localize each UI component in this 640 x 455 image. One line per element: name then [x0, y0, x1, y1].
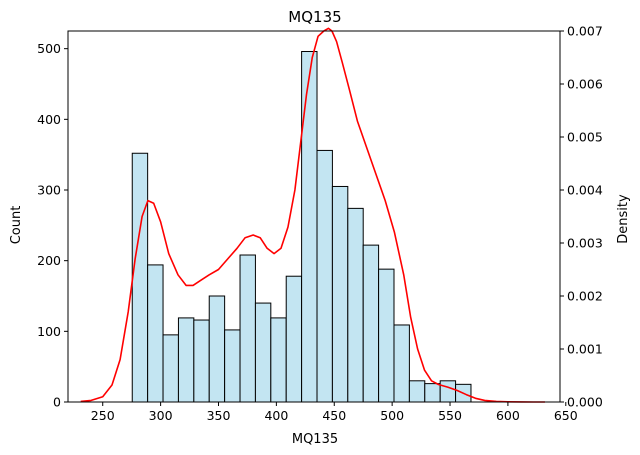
y-tick-label-3: 300	[37, 183, 61, 198]
y-tick-label-1: 100	[37, 324, 61, 339]
y2-tick-label-1: 0.001	[567, 342, 603, 357]
histogram-bar-5	[208, 295, 226, 403]
x-tick-label-7: 600	[496, 408, 520, 423]
x-tick-label-1: 300	[149, 408, 173, 423]
histogram-bar-0	[131, 152, 149, 403]
histogram-bar-14	[347, 207, 364, 403]
histogram-bar-13	[331, 185, 349, 403]
y2-tick-label-4: 0.004	[567, 183, 603, 198]
x-tick-label-2: 350	[207, 408, 231, 423]
histogram-bar-18	[408, 380, 426, 403]
axes-group: 250 300 350 400 450 500 550 600 650 0 100 200 300 400…	[37, 24, 603, 424]
x-tick-label-8: 650	[554, 408, 578, 423]
y2-tick-label-6: 0.006	[567, 77, 603, 92]
histogram-bar-9	[270, 317, 287, 403]
y-axis-title: Count	[9, 206, 24, 245]
y-tick-label-5: 500	[37, 41, 61, 56]
x-tick-label-3: 400	[264, 408, 288, 423]
y2-tick-label-3: 0.003	[567, 236, 603, 251]
histogram-bar-17	[393, 324, 410, 403]
histogram-bar-1	[147, 264, 164, 403]
histogram-bar-8	[254, 302, 272, 403]
plot-frame	[67, 30, 561, 403]
histogram-bar-4	[193, 319, 210, 403]
y2-tick-label-5: 0.005	[567, 130, 603, 145]
histogram-bar-15	[362, 244, 380, 403]
histogram-bar-6	[224, 329, 241, 403]
histogram-bar-2	[162, 334, 179, 403]
kde-group	[80, 27, 545, 403]
bars-group	[131, 50, 472, 403]
histogram-bar-10	[285, 275, 303, 403]
histogram-bar-11	[301, 50, 318, 403]
x-axis-title: MQ135	[292, 432, 338, 447]
histogram-bar-19	[424, 383, 441, 403]
x-tick-label-0: 250	[91, 408, 115, 423]
y-tick-label-2: 200	[37, 253, 61, 268]
x-tick-label-4: 450	[322, 408, 346, 423]
chart-title: MQ135	[288, 8, 341, 26]
x-tick-label-5: 500	[380, 408, 404, 423]
y-tick-label-0: 0	[53, 395, 61, 410]
y-tick-label-4: 400	[37, 112, 61, 127]
histogram-bar-7	[239, 254, 256, 403]
kde-curve	[80, 27, 545, 403]
histogram-bar-3	[177, 317, 195, 403]
histogram-bar-16	[378, 268, 395, 403]
x-tick-label-6: 550	[438, 408, 462, 423]
y2-tick-label-2: 0.002	[567, 289, 603, 304]
histogram-bar-12	[316, 149, 333, 403]
y2-tick-label-0: 0.000	[567, 395, 603, 410]
y2-axis-title: Density	[616, 194, 631, 244]
y2-tick-label-7: 0.007	[567, 24, 603, 39]
histogram-bar-20	[439, 380, 457, 403]
